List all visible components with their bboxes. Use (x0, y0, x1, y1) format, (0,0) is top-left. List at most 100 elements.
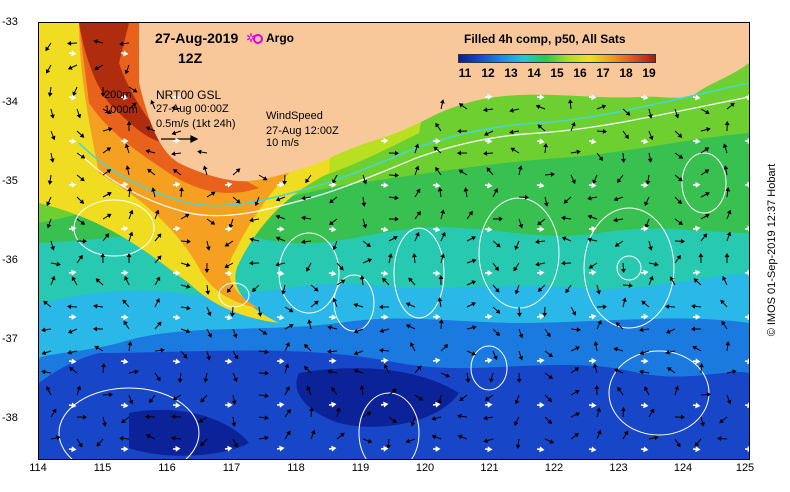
current-arrow-icon (677, 133, 683, 138)
current-arrow-icon (472, 325, 477, 331)
wind-arrow-icon (747, 225, 749, 232)
current-arrow-icon (722, 276, 727, 281)
current-arrow-icon (41, 39, 737, 449)
current-arrow-icon (620, 407, 626, 412)
current-arrow-icon (94, 345, 100, 351)
wind-arrow-icon (487, 93, 493, 100)
current-arrow-icon (666, 367, 672, 372)
current-arrow-icon (622, 297, 627, 302)
wind-arrow-icon (591, 138, 597, 145)
lon-label: 118 (287, 462, 305, 474)
wind-arrow-icon (487, 446, 493, 453)
current-arrow-icon (457, 434, 463, 440)
current-arrow-icon (706, 392, 711, 398)
current-arrow-icon (654, 435, 659, 441)
wind-arrow-icon (435, 182, 441, 189)
colorbar-tick: 12 (481, 66, 495, 80)
argo-legend-icon: ✲ (246, 31, 257, 45)
current-arrow-icon (303, 343, 309, 349)
current-arrow-icon (171, 151, 176, 157)
current-arrow-icon (724, 121, 730, 126)
current-arrow-icon (179, 187, 184, 192)
current-arrow-icon (471, 351, 477, 356)
current-arrow-icon (306, 267, 311, 272)
current-arrow-icon (613, 346, 619, 352)
wind-arrow-icon (71, 138, 77, 145)
current-arrow-icon (235, 199, 241, 204)
current-arrow-icon (588, 264, 594, 269)
current-arrow-icon (726, 209, 732, 215)
current-arrow-icon (587, 214, 593, 220)
current-arrow-icon (275, 261, 280, 267)
current-arrow-icon (561, 215, 566, 221)
wind-arrow-icon (331, 445, 337, 452)
current-arrow-icon (719, 418, 724, 424)
lon-label: 124 (673, 462, 693, 474)
wind-arrow-icon (175, 270, 181, 276)
current-arrow-icon (126, 121, 132, 126)
wind-arrow-icon (695, 313, 701, 320)
current-arrow-icon (275, 214, 281, 220)
current-arrow-icon (494, 266, 499, 272)
current-arrow-icon (484, 131, 489, 136)
wind-arrow-icon (539, 313, 545, 320)
current-arrow-icon (680, 414, 685, 420)
colorbar-tick: 18 (619, 66, 633, 80)
time-title: 12Z (178, 50, 203, 66)
current-arrow-icon (254, 201, 260, 207)
current-arrow-icon (692, 345, 698, 351)
current-arrow-icon (724, 253, 730, 258)
current-arrow-icon (704, 147, 710, 152)
current-arrow-icon (264, 370, 269, 376)
argo-label: Argo (266, 31, 294, 45)
current-arrow-icon (483, 415, 488, 421)
current-arrow-icon (124, 69, 130, 75)
current-arrow-icon (624, 134, 629, 140)
current-scale-label: 0.5m/s (1kt 24h) (156, 118, 236, 130)
current-arrow-icon (517, 165, 523, 170)
current-title: NRT00 GSL (156, 88, 222, 102)
wind-arrow-icon (591, 225, 597, 232)
current-arrow-icon (56, 261, 61, 267)
wind-arrow-icon (331, 401, 337, 408)
credit-label: © IMOS 01-Sep-2019 12:37 Hobart (766, 163, 778, 337)
current-arrow-icon (119, 41, 124, 47)
current-arrow-icon (127, 341, 133, 346)
wind-arrow-icon (279, 358, 285, 365)
wind-arrow-icon (591, 446, 597, 453)
current-arrow-icon (440, 253, 445, 258)
wind-arrow-icon (331, 226, 337, 233)
current-arrow-icon (305, 178, 310, 184)
current-arrow-icon (262, 176, 268, 181)
current-arrow-icon (457, 128, 462, 134)
wind-arrow-icon (383, 270, 389, 277)
current-arrow-icon (593, 341, 599, 346)
current-arrow-icon (197, 149, 202, 155)
current-arrow-icon (720, 299, 725, 305)
current-arrow-icon (185, 262, 191, 268)
current-arrow-icon (46, 223, 52, 229)
wind-arrow-icon (227, 181, 233, 188)
wind-arrow-icon (695, 138, 701, 145)
current-arrow-icon (704, 109, 710, 115)
current-arrow-icon (379, 304, 384, 310)
current-arrow-icon (251, 287, 257, 293)
current-arrow-icon (722, 143, 728, 149)
current-arrow-icon (704, 169, 710, 174)
current-arrow-icon (543, 202, 549, 207)
current-arrow-icon (230, 312, 235, 317)
current-arrow-icon (621, 268, 626, 273)
current-arrow-icon (128, 231, 134, 237)
current-arrow-icon (119, 436, 124, 441)
wind-arrow-icon (123, 446, 129, 452)
current-arrow-icon (155, 298, 160, 303)
wind-arrow-icon (435, 138, 441, 144)
current-arrow-icon (172, 169, 178, 174)
current-arrow-icon (615, 322, 621, 327)
current-arrow-icon (353, 328, 359, 334)
current-arrow-icon (171, 130, 177, 136)
wind-time: 27-Aug 12:00Z (266, 125, 339, 137)
current-arrow-icon (535, 261, 540, 267)
current-arrow-icon (493, 355, 498, 361)
lon-label: 116 (158, 462, 176, 474)
